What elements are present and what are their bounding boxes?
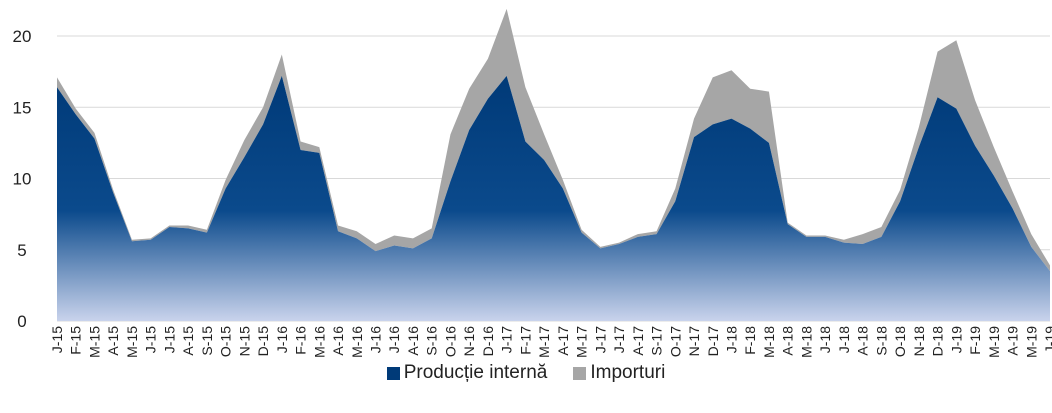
x-tick-label: N-15 <box>236 326 252 357</box>
areas <box>57 8 1050 322</box>
x-tick-label: J-18 <box>836 326 852 353</box>
x-tick-label: A-18 <box>855 326 871 356</box>
x-tick-label: O-15 <box>218 326 234 357</box>
x-tick-label: S-15 <box>199 326 215 356</box>
x-tick-label: A-17 <box>630 326 646 356</box>
x-tick-label: M-17 <box>574 326 590 358</box>
x-tick-label: A-15 <box>105 326 121 356</box>
x-tick-label: D-17 <box>705 326 721 357</box>
x-tick-label: M-18 <box>798 326 814 358</box>
legend-swatch-imports <box>573 366 587 380</box>
x-tick-label: F-18 <box>742 326 758 355</box>
x-tick-label: J-17 <box>592 326 608 353</box>
legend-label-production: Producție internă <box>403 362 548 383</box>
x-tick-label: N-18 <box>911 326 927 357</box>
x-tick-label: D-18 <box>930 326 946 357</box>
x-tick-label: J-19 <box>1042 326 1052 353</box>
x-tick-label: A-17 <box>555 326 571 356</box>
x-tick-label: J-16 <box>368 326 384 353</box>
x-tick-label: A-15 <box>180 326 196 356</box>
y-tick-label: 5 <box>17 241 26 260</box>
x-tick-label: M-19 <box>1023 326 1039 358</box>
x-tick-label: M-18 <box>761 326 777 358</box>
x-tick-label: A-18 <box>780 326 796 356</box>
x-tick-label: D-16 <box>480 326 496 357</box>
x-tick-label: O-16 <box>442 326 458 357</box>
x-tick-label: J-15 <box>143 326 159 353</box>
y-tick-label: 20 <box>13 27 32 46</box>
y-axis-ticks: 0 5 10 15 20 <box>13 27 32 331</box>
x-tick-label: F-19 <box>967 326 983 355</box>
x-tick-label: M-16 <box>311 326 327 358</box>
series-area-productie-interna <box>57 75 1050 322</box>
x-tick-label: M-19 <box>986 326 1002 358</box>
x-tick-label: J-16 <box>386 326 402 353</box>
x-tick-label: M-16 <box>349 326 365 358</box>
legend-item-imports: Importuri <box>573 362 665 384</box>
x-tick-label: F-15 <box>68 326 84 355</box>
x-tick-label: J-17 <box>611 326 627 353</box>
x-tick-label: A-16 <box>405 326 421 356</box>
x-tick-label: M-15 <box>86 326 102 358</box>
y-tick-label: 0 <box>17 312 26 331</box>
legend: Producție internă Importuri <box>0 362 1052 384</box>
x-tick-label: S-16 <box>424 326 440 356</box>
x-tick-label: A-19 <box>1005 326 1021 356</box>
x-tick-label: J-19 <box>948 326 964 353</box>
x-tick-label: D-15 <box>255 326 271 357</box>
x-tick-label: F-16 <box>293 326 309 355</box>
y-tick-label: 10 <box>13 170 32 189</box>
legend-item-production: Producție internă <box>386 362 548 384</box>
x-tick-label: A-16 <box>330 326 346 356</box>
x-tick-label: J-18 <box>723 326 739 353</box>
y-tick-label: 15 <box>13 98 32 117</box>
x-tick-label: N-17 <box>686 326 702 357</box>
x-tick-label: O-18 <box>892 326 908 357</box>
x-tick-label: J-15 <box>161 326 177 353</box>
x-tick-label: M-15 <box>124 326 140 358</box>
x-axis-ticks: J-15 F-15 M-15 A-15 M-15 J-15 J-15 A-15 S-15 O-15… <box>49 326 1052 358</box>
x-tick-label: J-17 <box>499 326 515 353</box>
x-tick-label: M-17 <box>536 326 552 358</box>
x-tick-label: S-17 <box>649 326 665 356</box>
x-tick-label: J-15 <box>49 326 65 353</box>
x-tick-label: N-16 <box>461 326 477 357</box>
x-tick-label: J-16 <box>274 326 290 353</box>
x-tick-label: F-17 <box>517 326 533 355</box>
x-tick-label: J-18 <box>817 326 833 353</box>
legend-label-imports: Importuri <box>590 362 666 383</box>
legend-swatch-production <box>386 366 400 380</box>
x-tick-label: S-18 <box>873 326 889 356</box>
x-tick-label: O-17 <box>667 326 683 357</box>
